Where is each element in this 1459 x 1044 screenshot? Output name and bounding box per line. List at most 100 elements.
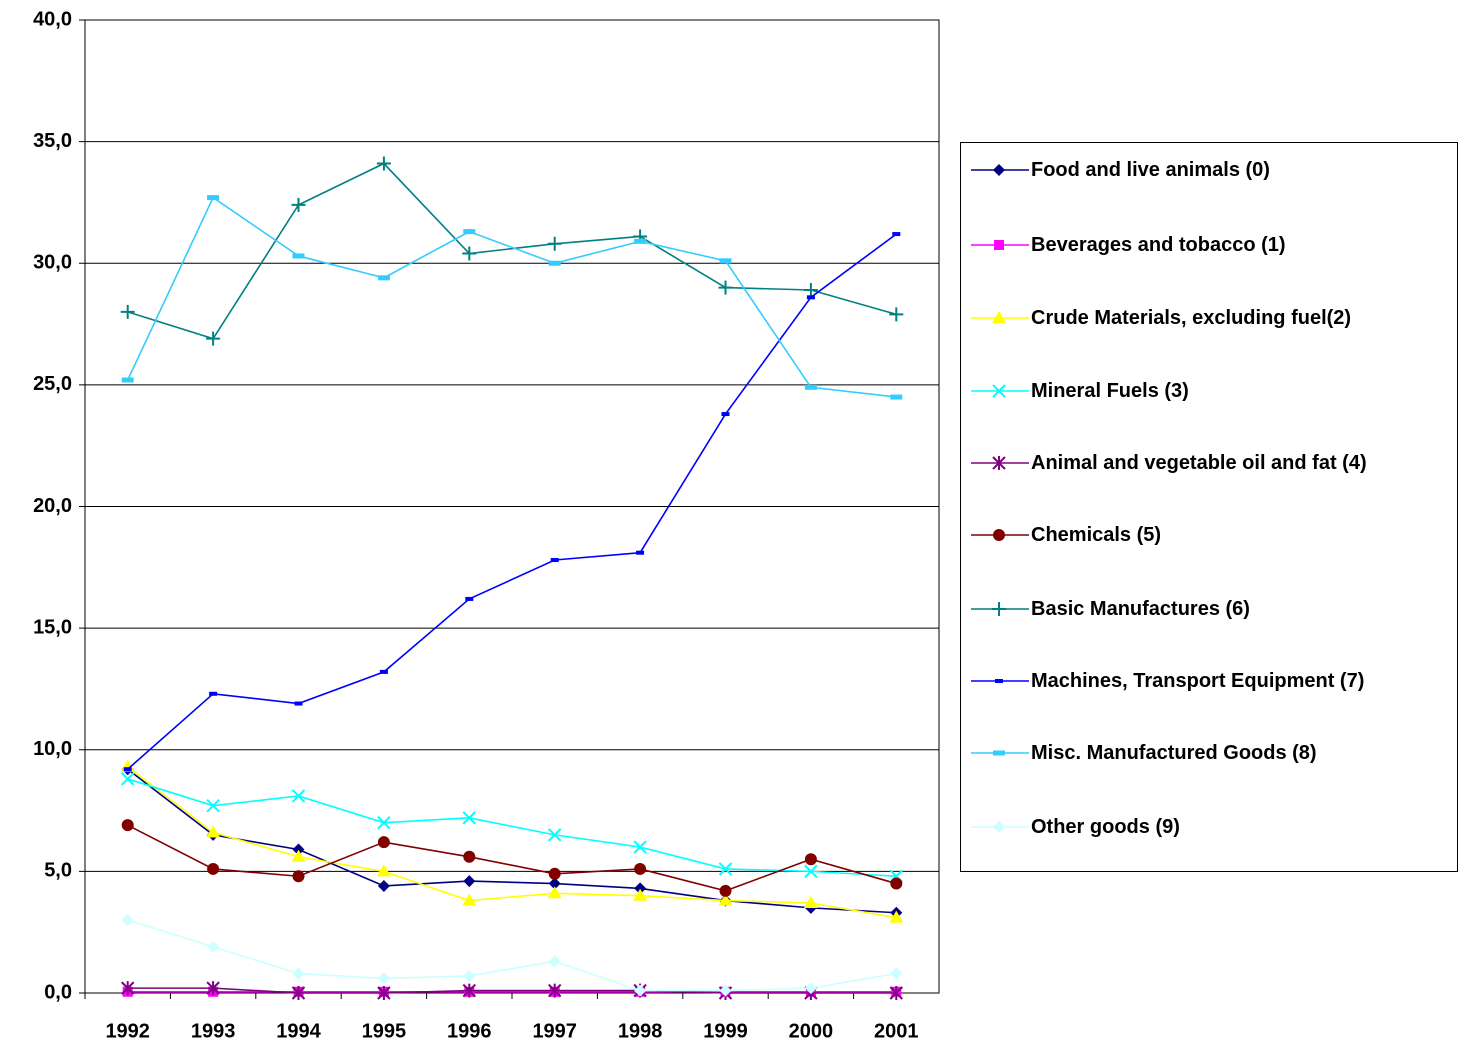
- marker: [207, 195, 220, 201]
- marker: [294, 701, 303, 706]
- marker: [120, 981, 135, 996]
- marker: [291, 789, 306, 803]
- marker: [377, 836, 390, 849]
- marker: [719, 984, 732, 997]
- marker: [548, 877, 561, 890]
- x-tick-label: 1996: [447, 1020, 492, 1042]
- marker: [634, 238, 647, 244]
- legend-label: Crude Materials, excluding fuel(2): [1031, 307, 1352, 329]
- marker: [889, 910, 904, 923]
- legend: Food and live animals (0) Beverages and t…: [960, 142, 1458, 872]
- y-tick-label: 40,0: [33, 8, 72, 30]
- legend-swatch: [971, 384, 1029, 398]
- legend-swatch: [971, 456, 1029, 470]
- x-tick-label: 2001: [874, 1020, 919, 1042]
- marker: [993, 821, 1005, 833]
- x-tick-label: 1994: [276, 1020, 321, 1042]
- marker: [209, 691, 218, 696]
- series-line: [127, 919, 897, 992]
- legend-swatch: [971, 529, 1029, 541]
- marker: [120, 772, 135, 786]
- legend-swatch: [971, 311, 1029, 323]
- marker: [804, 853, 817, 866]
- legend-label: Animal and vegetable oil and fat (4): [1031, 452, 1367, 474]
- marker: [291, 197, 306, 212]
- marker: [892, 232, 901, 237]
- marker: [547, 236, 562, 251]
- series-line: [127, 162, 897, 340]
- marker: [292, 843, 305, 856]
- y-tick-label: 35,0: [33, 130, 72, 152]
- marker: [993, 750, 1005, 756]
- marker: [206, 798, 220, 813]
- legend-label: Misc. Manufactured Goods (8): [1031, 742, 1317, 764]
- marker: [993, 164, 1005, 176]
- marker: [889, 986, 904, 1000]
- marker: [462, 811, 477, 825]
- marker: [207, 940, 220, 953]
- marker: [547, 828, 562, 842]
- x-tick-label: 1993: [191, 1020, 236, 1042]
- marker: [548, 955, 561, 968]
- legend-label: Mineral Fuels (3): [1031, 380, 1189, 402]
- x-tick-label: 1995: [362, 1020, 407, 1042]
- marker: [121, 914, 134, 927]
- marker: [992, 311, 1006, 323]
- y-tick-label: 10,0: [33, 738, 72, 760]
- marker: [889, 307, 904, 322]
- marker: [804, 384, 817, 390]
- series-line: [127, 233, 897, 770]
- marker: [550, 558, 559, 563]
- marker: [121, 377, 134, 383]
- y-tick-label: 30,0: [33, 252, 72, 274]
- x-tick-label: 1998: [618, 1020, 663, 1042]
- series-line: [127, 766, 897, 919]
- x-tick-label: 1999: [703, 1020, 748, 1042]
- marker: [207, 862, 220, 875]
- legend-swatch: [971, 164, 1029, 176]
- marker: [377, 972, 390, 985]
- legend-label: Basic Manufactures (6): [1031, 598, 1250, 620]
- x-tick-label: 2000: [789, 1020, 834, 1042]
- marker: [292, 253, 305, 259]
- marker: [890, 877, 903, 890]
- marker: [994, 240, 1004, 250]
- marker: [634, 882, 647, 895]
- legend-swatch: [971, 750, 1029, 756]
- marker: [890, 967, 903, 980]
- marker: [992, 456, 1006, 470]
- series-line: [127, 987, 897, 994]
- marker: [636, 550, 645, 555]
- marker: [377, 879, 390, 892]
- y-tick-label: 15,0: [33, 616, 72, 638]
- marker: [292, 967, 305, 980]
- legend-label: Machines, Transport Equipment (7): [1031, 670, 1365, 692]
- marker: [377, 275, 390, 281]
- legend-label: Beverages and tobacco (1): [1031, 234, 1286, 256]
- marker: [718, 862, 733, 876]
- legend-label: Chemicals (5): [1031, 524, 1162, 546]
- marker: [206, 981, 220, 996]
- marker: [890, 394, 903, 400]
- marker: [463, 875, 476, 888]
- x-tick-label: 1992: [105, 1020, 150, 1042]
- marker: [462, 983, 477, 998]
- marker: [634, 862, 647, 875]
- legend-swatch: [971, 679, 1029, 683]
- series-line: [127, 768, 897, 914]
- y-tick-label: 25,0: [33, 373, 72, 395]
- marker: [803, 895, 818, 908]
- y-tick-label: 5,0: [44, 860, 72, 882]
- marker: [206, 825, 221, 838]
- marker: [121, 819, 134, 832]
- marker: [633, 840, 647, 854]
- marker: [718, 280, 733, 295]
- legend-swatch: [971, 821, 1029, 833]
- marker: [718, 893, 733, 906]
- marker: [804, 864, 818, 879]
- marker: [206, 331, 221, 346]
- marker: [462, 246, 477, 261]
- marker: [992, 602, 1006, 616]
